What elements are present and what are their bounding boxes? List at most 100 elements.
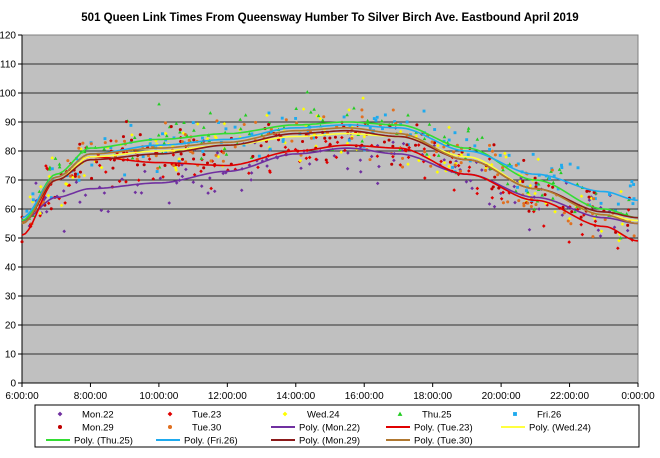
y-tick-label: 90 xyxy=(5,118,17,129)
data-point xyxy=(233,167,238,172)
data-point xyxy=(423,176,427,180)
legend-marker xyxy=(57,411,63,417)
data-point xyxy=(630,180,634,183)
data-point xyxy=(487,202,492,206)
data-point xyxy=(256,165,260,170)
data-point xyxy=(534,203,538,207)
data-point xyxy=(115,151,119,155)
data-point xyxy=(587,195,591,199)
legend-label: Poly. (Mon.29) xyxy=(299,436,360,447)
x-tick-label: 20:00:00 xyxy=(482,391,521,402)
data-point xyxy=(265,164,269,168)
data-point xyxy=(250,132,254,136)
data-point xyxy=(505,182,510,186)
data-point xyxy=(484,168,488,172)
data-point xyxy=(474,160,479,165)
y-tick-label: 20 xyxy=(5,321,17,332)
data-point xyxy=(447,125,451,130)
data-point xyxy=(269,130,273,134)
data-point xyxy=(493,153,497,157)
legend-label: Fri.26 xyxy=(537,410,561,421)
data-point xyxy=(369,143,374,148)
data-point xyxy=(111,166,115,170)
data-point xyxy=(414,134,419,139)
data-point xyxy=(48,165,52,169)
data-point xyxy=(598,234,603,238)
data-point xyxy=(122,139,127,143)
data-point xyxy=(135,163,139,167)
data-point xyxy=(345,141,350,146)
data-point xyxy=(30,199,35,204)
data-point xyxy=(130,156,135,160)
data-point xyxy=(180,174,185,179)
data-point xyxy=(342,115,346,119)
data-point xyxy=(506,200,510,204)
legend-label: Poly. (Thu.25) xyxy=(74,436,133,447)
data-point xyxy=(59,203,64,208)
data-point xyxy=(458,167,462,172)
data-point xyxy=(343,148,347,153)
data-point xyxy=(217,121,220,124)
data-point xyxy=(534,181,538,185)
data-point xyxy=(612,225,617,230)
data-point xyxy=(170,162,174,166)
data-point xyxy=(41,197,46,202)
data-point xyxy=(467,169,471,173)
data-point xyxy=(533,176,537,180)
data-point xyxy=(132,135,137,139)
data-point xyxy=(221,151,226,155)
data-point xyxy=(551,185,555,189)
data-point xyxy=(163,121,168,125)
data-point xyxy=(452,150,456,154)
data-point xyxy=(180,140,184,144)
data-point xyxy=(566,219,570,223)
data-point xyxy=(154,154,158,158)
trend-line xyxy=(21,147,639,225)
data-point xyxy=(427,155,431,159)
data-point xyxy=(550,168,554,172)
data-point xyxy=(214,136,218,140)
data-point xyxy=(77,175,81,179)
data-point xyxy=(90,163,94,167)
data-point xyxy=(181,131,186,135)
data-point xyxy=(552,174,556,178)
data-point xyxy=(156,133,161,137)
data-point xyxy=(82,173,87,178)
data-point xyxy=(177,163,181,168)
data-point xyxy=(350,136,354,140)
data-point xyxy=(191,121,195,125)
data-point xyxy=(267,123,271,127)
data-point xyxy=(406,155,411,160)
data-point xyxy=(632,234,636,238)
data-point xyxy=(527,209,531,213)
data-point xyxy=(406,162,410,167)
data-point xyxy=(185,133,189,137)
data-point xyxy=(391,140,395,145)
data-point xyxy=(453,131,457,135)
data-point xyxy=(172,163,176,168)
data-point xyxy=(31,192,35,196)
data-point xyxy=(345,112,349,117)
data-point xyxy=(34,181,38,185)
data-point xyxy=(422,109,426,113)
data-point xyxy=(352,106,356,110)
data-point xyxy=(436,143,440,148)
data-point xyxy=(71,175,75,180)
data-point xyxy=(183,132,187,137)
legend-label: Poly. (Mon.22) xyxy=(299,423,360,434)
data-point xyxy=(286,148,291,152)
data-point xyxy=(499,196,504,201)
data-point xyxy=(514,163,518,167)
y-tick-label: 110 xyxy=(0,60,16,71)
data-point xyxy=(358,170,363,174)
data-point xyxy=(148,142,152,146)
data-point xyxy=(195,122,200,126)
data-point xyxy=(221,159,225,163)
data-point xyxy=(403,148,407,153)
data-point xyxy=(347,138,351,142)
data-point xyxy=(548,177,552,181)
data-point xyxy=(498,153,502,157)
data-point xyxy=(205,161,210,165)
data-point xyxy=(333,135,337,139)
data-point xyxy=(512,184,517,189)
